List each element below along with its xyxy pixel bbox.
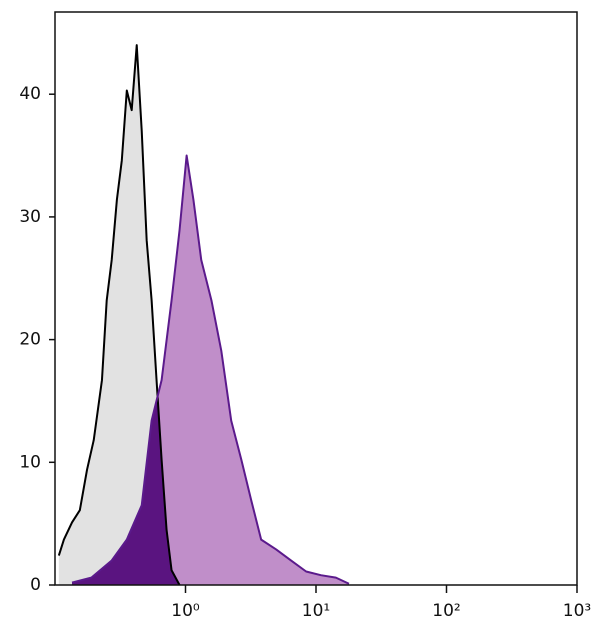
y-tick-label: 20 bbox=[19, 330, 41, 350]
area-fill bbox=[72, 155, 349, 585]
x-tick-label: 10⁰ bbox=[171, 601, 200, 621]
histogram-line bbox=[71, 154, 350, 585]
y-tick-label: 0 bbox=[30, 575, 41, 595]
x-tick-label: 10² bbox=[432, 601, 460, 621]
x-tick-label: 10³ bbox=[563, 601, 591, 621]
y-tick-label: 30 bbox=[19, 207, 41, 227]
x-tick-label: 10¹ bbox=[302, 601, 330, 621]
y-tick-label: 10 bbox=[19, 452, 41, 472]
y-tick-label: 40 bbox=[19, 84, 41, 104]
histogram-line bbox=[57, 44, 181, 586]
